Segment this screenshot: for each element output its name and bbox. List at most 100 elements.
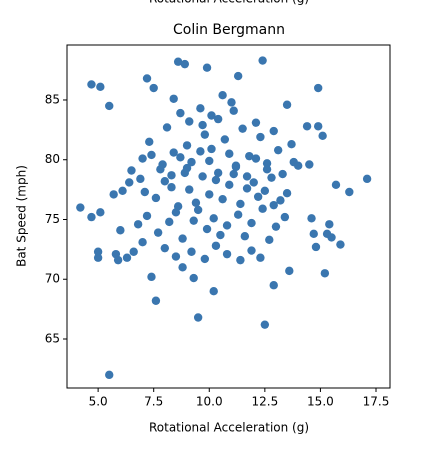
point [142,74,152,83]
point [311,242,321,252]
point [318,131,327,141]
point [307,214,316,223]
point [196,104,205,113]
point [147,272,156,282]
point [187,247,196,256]
point [138,237,147,247]
point [345,187,354,197]
point [222,249,232,259]
point [269,281,278,290]
point [218,90,227,100]
point [167,171,176,180]
point [238,124,247,133]
point [185,185,194,194]
point [178,263,187,272]
point [173,57,183,66]
point [242,172,252,181]
point [211,241,221,250]
point [182,141,192,150]
x-tick-label: 7.5 [144,395,163,409]
point [160,243,170,253]
point [305,160,314,169]
point [236,199,245,209]
y-tick-label: 70 [45,272,60,286]
point [127,166,136,175]
point [236,255,245,265]
point [105,101,114,111]
point [258,56,267,65]
point [218,194,227,204]
point [125,178,134,187]
point [145,137,154,147]
point [207,144,216,154]
point [280,212,290,222]
point [196,147,205,156]
plot-frame [66,44,391,389]
y-tick-label: 65 [45,332,60,346]
point [200,130,210,139]
point [182,163,192,173]
point [233,71,243,81]
point [229,106,238,115]
y-tick-label: 75 [45,212,60,226]
point [198,120,207,130]
point [320,269,330,278]
point [242,184,252,193]
point [185,117,194,126]
point [262,159,272,168]
point [93,247,103,256]
point [122,253,132,262]
point [169,148,178,157]
point [165,217,174,227]
point [313,83,323,93]
point [171,252,181,261]
point [287,139,296,149]
point [153,228,163,237]
point [129,247,138,256]
point [202,224,212,234]
point [205,156,214,166]
point [151,296,161,305]
point [231,162,241,172]
point [256,132,265,142]
point [205,190,214,199]
point [251,118,261,127]
point [362,174,372,184]
point [209,214,218,223]
point [225,180,234,190]
point [176,153,185,162]
point [142,211,152,221]
point [213,114,223,124]
point [267,173,276,182]
point [258,204,267,213]
point [269,200,278,210]
y-tick-label: 80 [45,152,60,166]
point [220,135,230,144]
point [309,229,318,239]
point [249,178,258,187]
point [193,313,203,322]
point [189,273,198,283]
point [178,234,187,243]
point [211,175,221,185]
point [256,253,265,262]
point [140,187,150,197]
point [87,80,96,89]
point [247,218,256,228]
point [158,160,167,169]
y-axis-label: Bat Speed (mph) [15,165,29,267]
x-tick-label: 17.5 [363,395,390,409]
point [176,108,185,118]
point [136,174,145,184]
point [282,188,292,198]
point [162,123,172,132]
point [209,286,218,296]
x-axis-label: Rotational Acceleration (g) [149,421,309,435]
point [189,216,198,225]
point [171,208,181,217]
point [251,154,261,163]
point [160,177,170,186]
point [198,172,207,181]
